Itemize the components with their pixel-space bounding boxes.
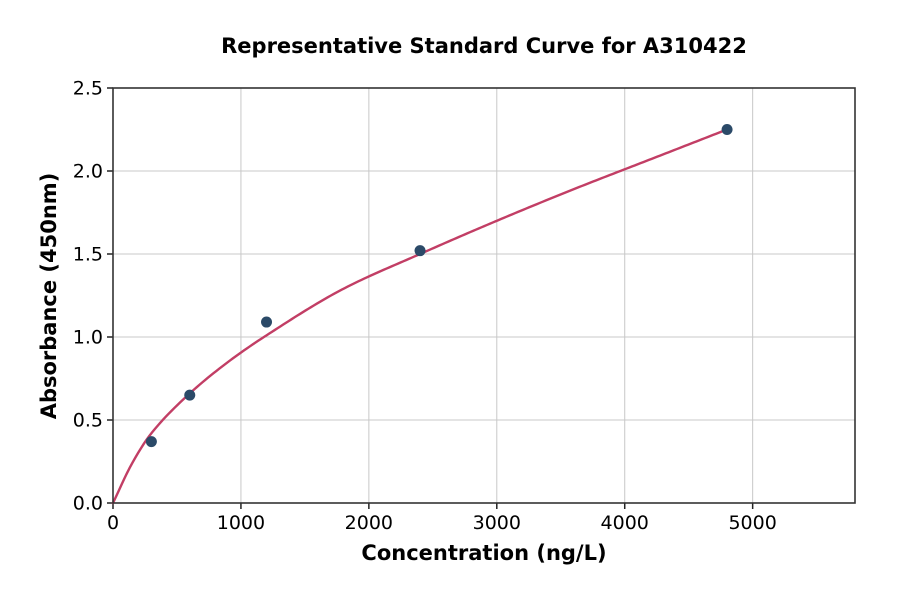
x-axis-label: Concentration (ng/L) — [361, 541, 607, 565]
y-tick-label: 2.5 — [73, 78, 103, 100]
data-point — [145, 436, 157, 448]
y-tick-label: 1.0 — [73, 327, 103, 349]
data-point — [721, 124, 733, 135]
x-tick-label: 0 — [107, 512, 119, 534]
x-tick-label: 4000 — [601, 512, 649, 534]
data-point — [414, 245, 426, 257]
y-tick-label: 0.5 — [73, 410, 103, 432]
chart-title: Representative Standard Curve for A31042… — [221, 34, 747, 58]
data-point — [184, 389, 196, 401]
fit-curve — [111, 128, 729, 505]
plot-border — [112, 87, 856, 504]
y-tick-label: 0.0 — [73, 493, 103, 515]
x-tick-label: 2000 — [345, 512, 393, 534]
y-tick-label: 2.0 — [73, 161, 103, 183]
x-tick-label: 3000 — [473, 512, 521, 534]
y-tick-label: 1.5 — [73, 244, 103, 266]
data-point — [261, 316, 273, 328]
x-tick-label: 5000 — [728, 512, 776, 534]
x-tick-label: 1000 — [217, 512, 265, 534]
